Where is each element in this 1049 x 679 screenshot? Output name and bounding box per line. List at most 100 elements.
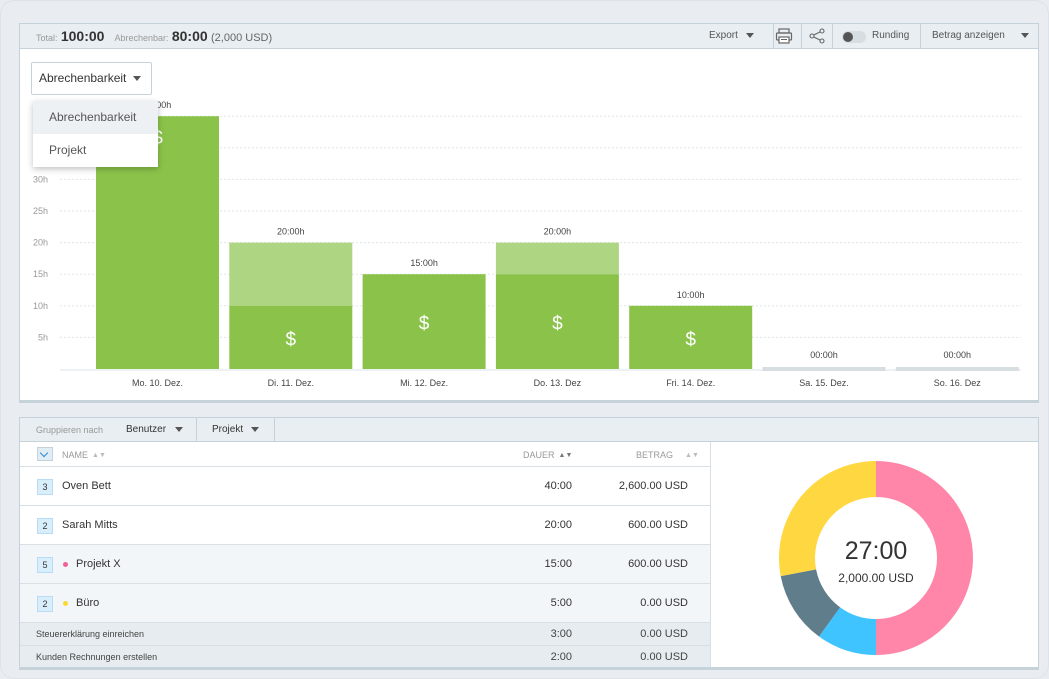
sort-icon: ▲▼	[558, 452, 573, 459]
bar-empty	[762, 367, 886, 371]
dollar-icon: $	[419, 314, 430, 335]
table-row[interactable]: 2 Sarah Mitts 20:00 600.00 USD	[20, 506, 710, 545]
count-badge: 2	[37, 518, 53, 534]
export-label: Export	[709, 30, 738, 41]
chart-grouping-dropdown[interactable]: Abrechenbarkeit	[31, 62, 153, 95]
row-duration: 20:00	[544, 519, 572, 531]
sort-icon: ▲▼	[92, 452, 106, 459]
chart-grouping-menu: Abrechenbarkeit Projekt	[33, 101, 158, 167]
share-icon[interactable]	[808, 28, 826, 44]
group-by-user-dropdown[interactable]: Benutzer	[126, 424, 184, 435]
donut-segment[interactable]	[779, 461, 876, 577]
summary-totals: Total: 100:00 Abrechenbar: 80:00 (2,000 …	[36, 28, 272, 44]
chevron-down-icon	[251, 426, 260, 432]
expand-all-checkbox[interactable]	[37, 447, 53, 461]
total-label: Total:	[36, 33, 58, 43]
donut-chart	[779, 461, 973, 655]
row-name: Büro	[76, 597, 100, 609]
bar-data-label: 00:00h	[810, 350, 838, 360]
table-row[interactable]: 2 Büro 5:00 0.00 USD	[20, 584, 710, 623]
duration-column-header[interactable]: DAUER ▲▼	[523, 450, 572, 460]
donut-segment[interactable]	[780, 569, 841, 637]
group-by-project-dropdown[interactable]: Projekt	[212, 424, 260, 435]
row-name: Kunden Rechnungen erstellen	[36, 652, 158, 662]
row-duration: 15:00	[544, 558, 572, 570]
show-amount-label: Betrag anzeigen	[932, 30, 1005, 41]
row-amount: 600.00 USD	[628, 558, 688, 570]
bar-data-label: 20:00h	[544, 227, 572, 237]
donut-panel: 27:00 2,000.00 USD	[710, 442, 1038, 667]
table-row[interactable]: Steuererklärung einreichen 3:00 0.00 USD	[20, 623, 710, 646]
chevron-down-icon	[175, 426, 184, 432]
toolbar-divider	[832, 24, 833, 48]
group-by-label: Gruppieren nach	[36, 425, 104, 435]
count-badge: 5	[37, 557, 53, 573]
donut-segment[interactable]	[818, 607, 876, 655]
row-name: Oven Bett	[62, 480, 111, 492]
total-value: 100:00	[60, 28, 105, 44]
billable-label: Abrechenbar:	[114, 33, 169, 43]
row-name: Steuererklärung einreichen	[36, 629, 145, 639]
table-row[interactable]: 3 Oven Bett 40:00 2,600.00 USD	[20, 467, 710, 506]
chevron-down-icon	[745, 32, 754, 38]
project-color-dot	[63, 601, 68, 606]
group-divider	[196, 418, 197, 442]
show-amount-dropdown[interactable]: Betrag anzeigen	[932, 30, 1029, 41]
group-divider	[274, 418, 275, 442]
y-tick-label: 30h	[33, 174, 48, 184]
chevron-down-icon	[133, 76, 142, 82]
row-name: Sarah Mitts	[62, 519, 118, 531]
donut-segment[interactable]	[876, 461, 973, 655]
row-duration: 2:00	[550, 651, 572, 663]
dollar-icon: $	[685, 329, 696, 350]
chart-card: Total: 100:00 Abrechenbar: 80:00 (2,000 …	[19, 23, 1039, 403]
amount-column-header[interactable]: BETRAG ▲▼	[636, 450, 699, 460]
menu-item-project[interactable]: Projekt	[49, 143, 87, 157]
y-tick-label: 5h	[38, 332, 48, 342]
toolbar-divider	[773, 24, 774, 48]
name-column-header[interactable]: NAME ▲▼	[62, 450, 106, 460]
sort-icon: ▲▼	[685, 452, 699, 459]
x-tick-label: Sa. 15. Dez.	[799, 378, 849, 388]
x-tick-label: Mo. 10. Dez.	[132, 378, 183, 388]
name-header-label: NAME	[62, 450, 89, 460]
row-amount: 2,600.00 USD	[618, 480, 688, 492]
row-amount: 0.00 USD	[640, 628, 688, 640]
rounding-toggle[interactable]	[842, 31, 866, 43]
project-color-dot	[63, 562, 68, 567]
table-row[interactable]: 5 Projekt X 15:00 600.00 USD	[20, 545, 710, 584]
billable-amount: (2,000 USD)	[211, 32, 273, 44]
printer-icon[interactable]	[775, 28, 793, 44]
bar-data-label: 10:00h	[677, 290, 705, 300]
table-row[interactable]: Kunden Rechnungen erstellen 2:00 0.00 US…	[20, 646, 710, 667]
bar-segment-primary	[229, 305, 353, 369]
donut-total-amount: 2,000.00 USD	[838, 571, 914, 585]
row-duration: 3:00	[550, 628, 572, 640]
bar-segment-primary	[362, 274, 486, 369]
row-amount: 0.00 USD	[640, 651, 688, 663]
count-badge: 3	[37, 479, 53, 495]
amount-header-label: BETRAG	[636, 450, 674, 460]
chart-grouping-selected: Abrechenbarkeit	[39, 71, 127, 85]
menu-item-billability[interactable]: Abrechenbarkeit	[33, 101, 158, 134]
table-header: NAME ▲▼ DAUER ▲▼ BETRAG ▲▼	[20, 442, 710, 467]
y-tick-label: 20h	[33, 238, 48, 248]
toggle-knob	[843, 32, 853, 42]
row-duration: 5:00	[550, 597, 572, 609]
export-dropdown[interactable]: Export	[709, 30, 754, 41]
y-tick-label: 15h	[33, 269, 48, 279]
bar-data-label: 15:00h	[410, 258, 438, 268]
row-name: Projekt X	[76, 558, 121, 570]
report-card: Gruppieren nach Benutzer Projekt NAME ▲▼ …	[19, 417, 1039, 670]
chevron-down-icon	[39, 448, 49, 458]
bar-data-label: 00:00h	[944, 350, 972, 360]
summary-toolbar: Total: 100:00 Abrechenbar: 80:00 (2,000 …	[20, 24, 1038, 49]
chevron-down-icon	[1020, 32, 1029, 38]
x-tick-label: Fri. 14. Dez.	[666, 378, 715, 388]
y-tick-label: 25h	[33, 206, 48, 216]
x-tick-label: Di. 11. Dez.	[268, 378, 314, 388]
donut-total-time: 27:00	[844, 537, 908, 565]
x-tick-label: Mi. 12. Dez.	[400, 378, 448, 388]
bar-empty	[895, 367, 1019, 371]
rounding-label: Runding	[872, 30, 910, 41]
